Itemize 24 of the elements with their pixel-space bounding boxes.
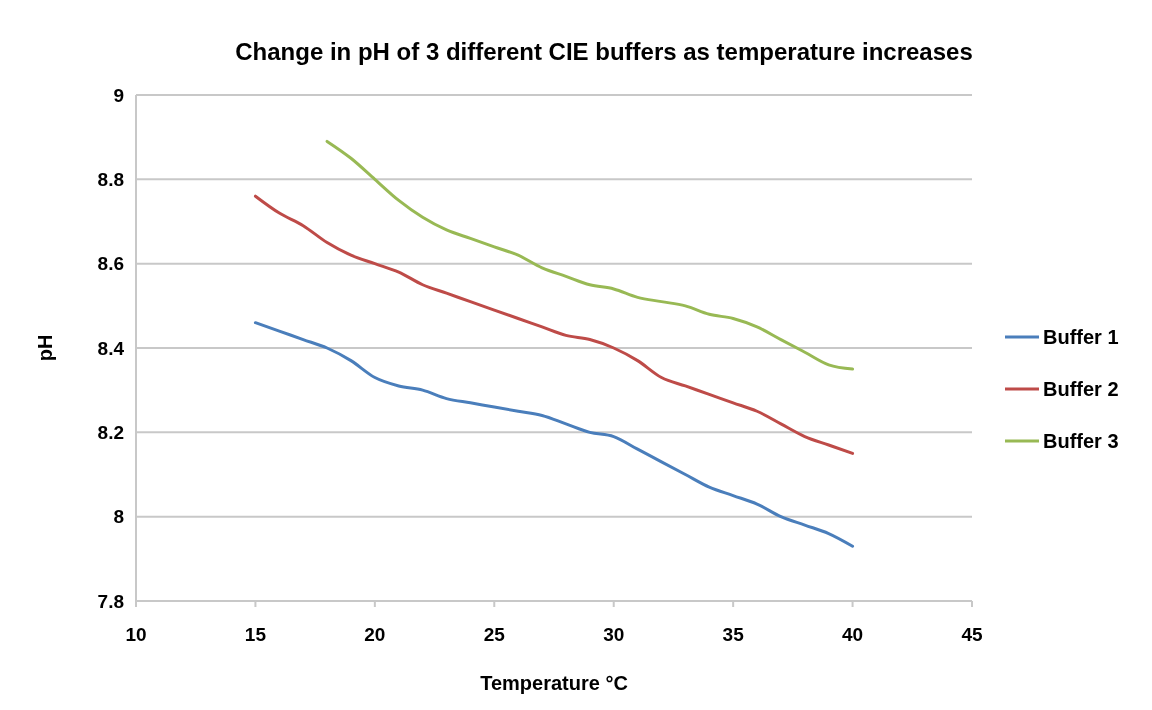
- y-tick-label: 8: [113, 506, 124, 528]
- x-tick-label: 35: [722, 624, 745, 645]
- x-tick-label: 30: [603, 624, 625, 645]
- x-tick-label: 25: [483, 624, 506, 645]
- y-tick-label: 9: [113, 84, 124, 106]
- legend-label: Buffer 2: [1043, 378, 1119, 400]
- legend-label: Buffer 3: [1043, 430, 1119, 452]
- x-tick-label: 10: [125, 624, 147, 645]
- x-axis-title: Temperature °C: [480, 672, 628, 694]
- y-axis-title: pH: [34, 334, 56, 362]
- x-tick-label: 20: [364, 624, 386, 645]
- y-tick-label: 8.4: [97, 337, 125, 359]
- y-tick-label: 7.8: [97, 590, 124, 612]
- line-series: [253, 321, 855, 548]
- x-tick-label: 15: [244, 624, 267, 645]
- y-tick-label: 8.8: [97, 168, 124, 190]
- chart-title: Change in pH of 3 different CIE buffers as temperature increases: [235, 38, 973, 65]
- y-tick-label: 8.6: [97, 253, 124, 275]
- x-tick-label: 40: [842, 624, 864, 645]
- line-series: [253, 194, 855, 455]
- legend-label: Buffer 1: [1043, 326, 1119, 348]
- line-series: [325, 139, 855, 371]
- y-tick-label: 8.2: [97, 421, 124, 443]
- x-tick-label: 45: [961, 624, 983, 645]
